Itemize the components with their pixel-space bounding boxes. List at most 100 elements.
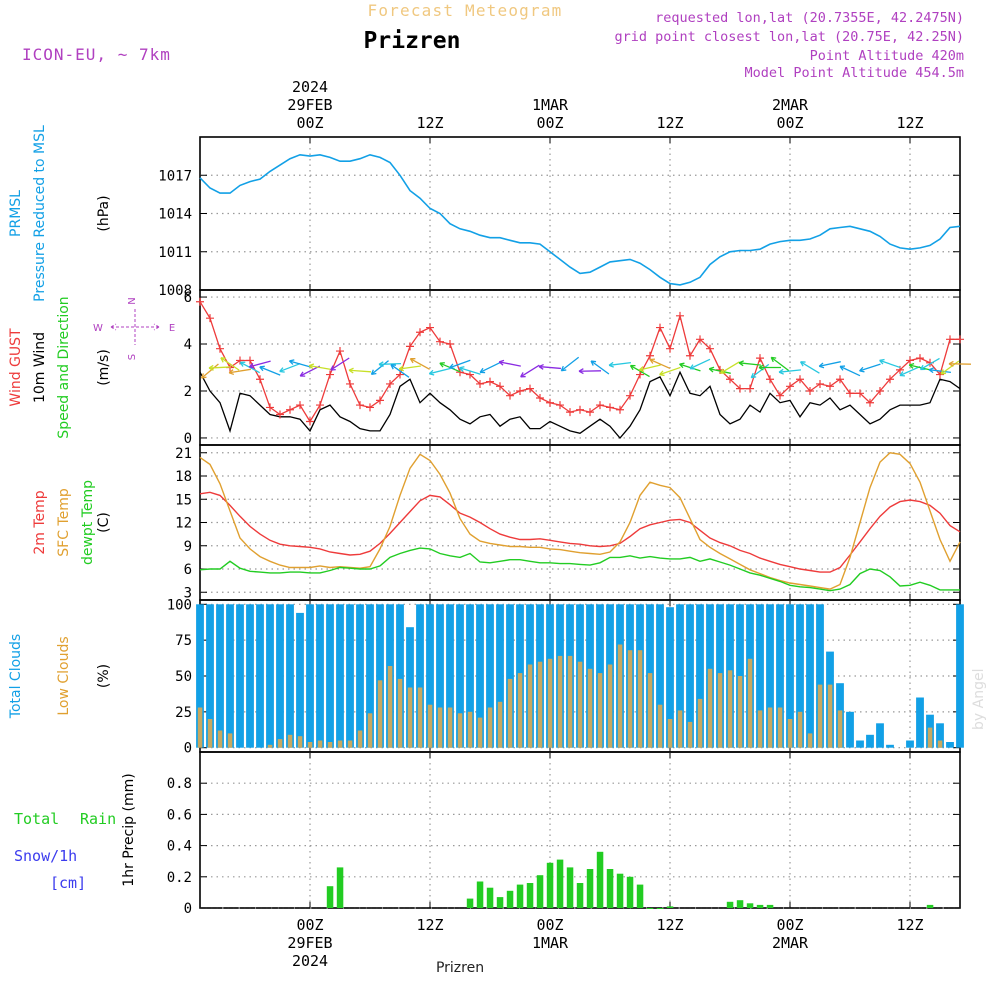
wind-direction-arrow [561, 357, 578, 371]
low-cloud-bar [838, 710, 843, 747]
low-cloud-bar [598, 673, 603, 748]
y-tick-label: 1011 [158, 245, 192, 261]
y-tick-label: 9 [184, 539, 192, 555]
gust-marker [546, 399, 554, 407]
rain-bar [577, 883, 584, 908]
low-cloud-bar [548, 659, 553, 748]
low-cloud-bar [488, 708, 493, 748]
low-cloud-bar [508, 679, 513, 748]
y-tick-label: 0.6 [167, 807, 192, 823]
gust-marker [376, 396, 384, 404]
total-cloud-bar [906, 741, 914, 748]
gust-marker [206, 314, 214, 322]
wind-direction-arrow [801, 362, 820, 373]
total-cloud-bar [806, 604, 814, 747]
unit-label: (m/s) [96, 349, 112, 386]
bottom-time-label: 29FEB [287, 934, 332, 952]
total-cloud-bar [946, 742, 954, 748]
rain-bar [927, 905, 934, 908]
gust-marker [366, 403, 374, 411]
bottom-time-label: 1MAR [532, 934, 569, 952]
gust-marker [626, 392, 634, 400]
low-cloud-bar [228, 733, 233, 747]
gust-marker [266, 403, 274, 411]
y-tick-label: 50 [175, 669, 192, 685]
compass-west: W [93, 323, 103, 334]
rain-bar [327, 886, 334, 908]
top-time-label: 12Z [656, 114, 683, 132]
low-cloud-bar [468, 712, 473, 748]
gust-marker [816, 380, 824, 388]
bottom-time-label: 12Z [656, 916, 683, 934]
temperature-series [200, 453, 960, 591]
gust-marker [846, 389, 854, 397]
top-time-label: 12Z [896, 114, 923, 132]
gust-marker [446, 340, 454, 348]
gust-marker [666, 345, 674, 353]
total-cloud-bar [956, 604, 964, 747]
low-cloud-bar [728, 670, 733, 747]
y-tick-label: 75 [175, 633, 192, 649]
low-cloud-bar [338, 741, 343, 748]
top-time-label: 1MAR [532, 96, 569, 114]
gust-marker [516, 387, 524, 395]
gust-marker [286, 406, 294, 414]
bottom-time-label: 00Z [296, 916, 323, 934]
low-cloud-bar [608, 665, 613, 748]
credit-watermark: by Angel [971, 669, 987, 730]
bottom-time-label: 12Z [896, 916, 923, 934]
low-cloud-bar [498, 702, 503, 748]
compass-east: E [169, 323, 175, 334]
y-tick-label: 12 [175, 516, 192, 532]
total-cloud-bar [236, 604, 244, 747]
low-cloud-bar [328, 742, 333, 748]
rain-bar [607, 869, 614, 908]
axis-label: Low Clouds [56, 636, 72, 715]
y-tick-label: 6 [184, 562, 192, 578]
gust-marker [946, 335, 954, 343]
total-cloud-bar [296, 613, 304, 748]
bottom-time-label: 2MAR [772, 934, 809, 952]
y-tick-label: 21 [175, 446, 192, 462]
rain-bar [567, 867, 574, 908]
overline-title: Forecast Meteogram [368, 1, 563, 20]
gust-marker [356, 401, 364, 409]
rain-bar [657, 908, 664, 909]
point-altitude: Point Altitude 420m [810, 48, 964, 64]
compass-arrows [111, 309, 159, 345]
top-time-label: 12Z [416, 114, 443, 132]
rain-bar [517, 885, 524, 908]
pressure-line [200, 155, 960, 285]
low-cloud-bar [798, 712, 803, 748]
total-cloud-bar [246, 604, 254, 747]
bottom-time-label: 2024 [292, 952, 328, 970]
axis-label: Speed and Direction [56, 296, 72, 438]
low-cloud-bar [438, 708, 443, 748]
gust-marker [576, 406, 584, 414]
rain-bar [557, 860, 564, 908]
model-point-altitude: Model Point Altitude 454.5m [745, 65, 964, 81]
wind-direction-arrow [379, 364, 401, 365]
legend-rain: Rain [80, 810, 116, 828]
legend-total: Total [14, 810, 59, 828]
rain-bar [767, 905, 774, 908]
low-cloud-bar [198, 708, 203, 748]
low-cloud-bar [938, 741, 943, 748]
y-tick-label: 15 [175, 492, 192, 508]
y-tick-label: 1014 [158, 207, 192, 223]
gust-marker [686, 352, 694, 360]
wind-direction-arrow [721, 362, 740, 373]
low-cloud-bar [378, 680, 383, 747]
low-cloud-bar [268, 745, 273, 748]
compass-south: S [127, 354, 138, 360]
low-cloud-bar [568, 656, 573, 748]
grid-point-location: grid point closest lon,lat (20.75E, 42.2… [615, 29, 965, 45]
top-time-label: 00Z [776, 114, 803, 132]
rain-bar [467, 899, 474, 908]
low-cloud-bar [318, 741, 323, 748]
